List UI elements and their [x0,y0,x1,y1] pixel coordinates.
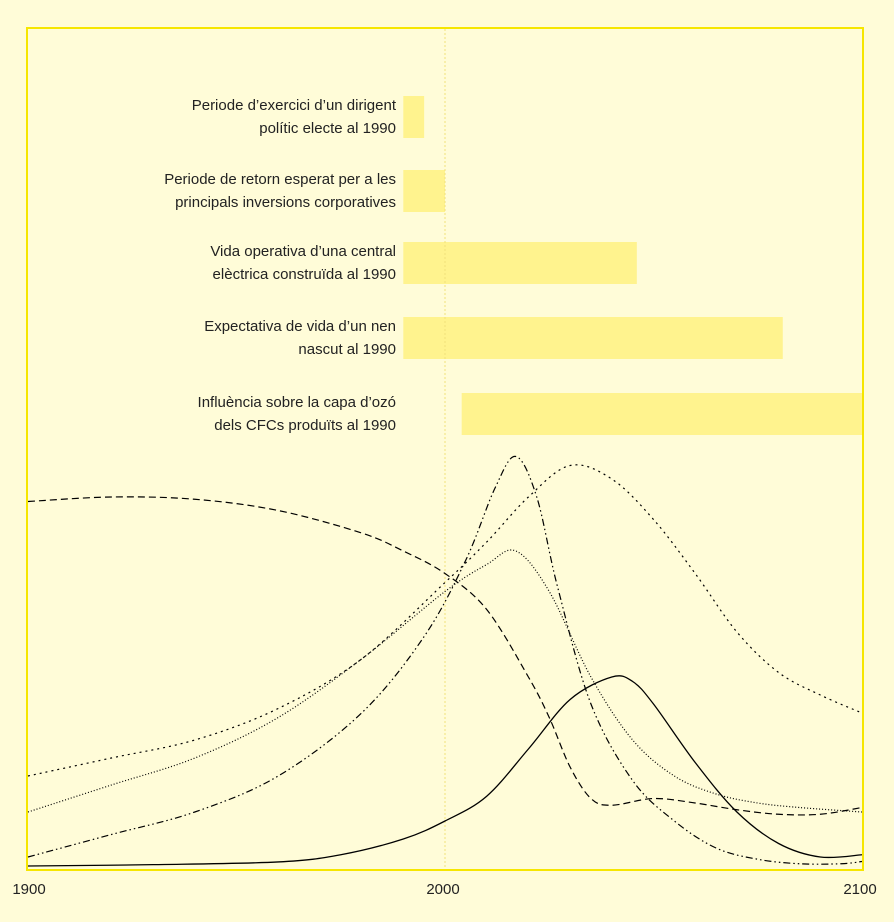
bar-label-5: Influència sobre la capa d’ozó dels CFCs … [198,394,396,434]
curves-layer [27,455,863,867]
bar-label-4: Expectativa de vida d’un nen nascut al 19… [204,318,396,358]
x-tick-label-2000: 2000 [426,881,459,898]
bar-labels: Periode d’exercici d’un dirigent polític … [164,97,397,434]
curve-dashed [27,496,863,816]
curve-dash-dot-dot [27,455,863,865]
curve-dotted [27,464,863,777]
curve-solid [27,675,863,867]
bar-3 [403,242,637,284]
bar-2 [403,170,445,212]
bar-label-3: Vida operativa d’una central elèctrica co… [210,243,396,283]
bars-layer [403,96,862,435]
bar-1 [403,96,425,138]
x-tick-label-2100: 2100 [843,881,876,898]
bar-4 [403,317,783,359]
bar-label-1: Periode d’exercici d’un dirigent polític … [192,97,397,137]
x-tick-label-1900: 1900 [12,881,45,898]
x-axis-ticks: 1900 2000 2100 [12,881,876,898]
bar-5 [461,393,862,435]
bar-label-2: Periode de retorn esperat per a les princ… [164,171,396,211]
